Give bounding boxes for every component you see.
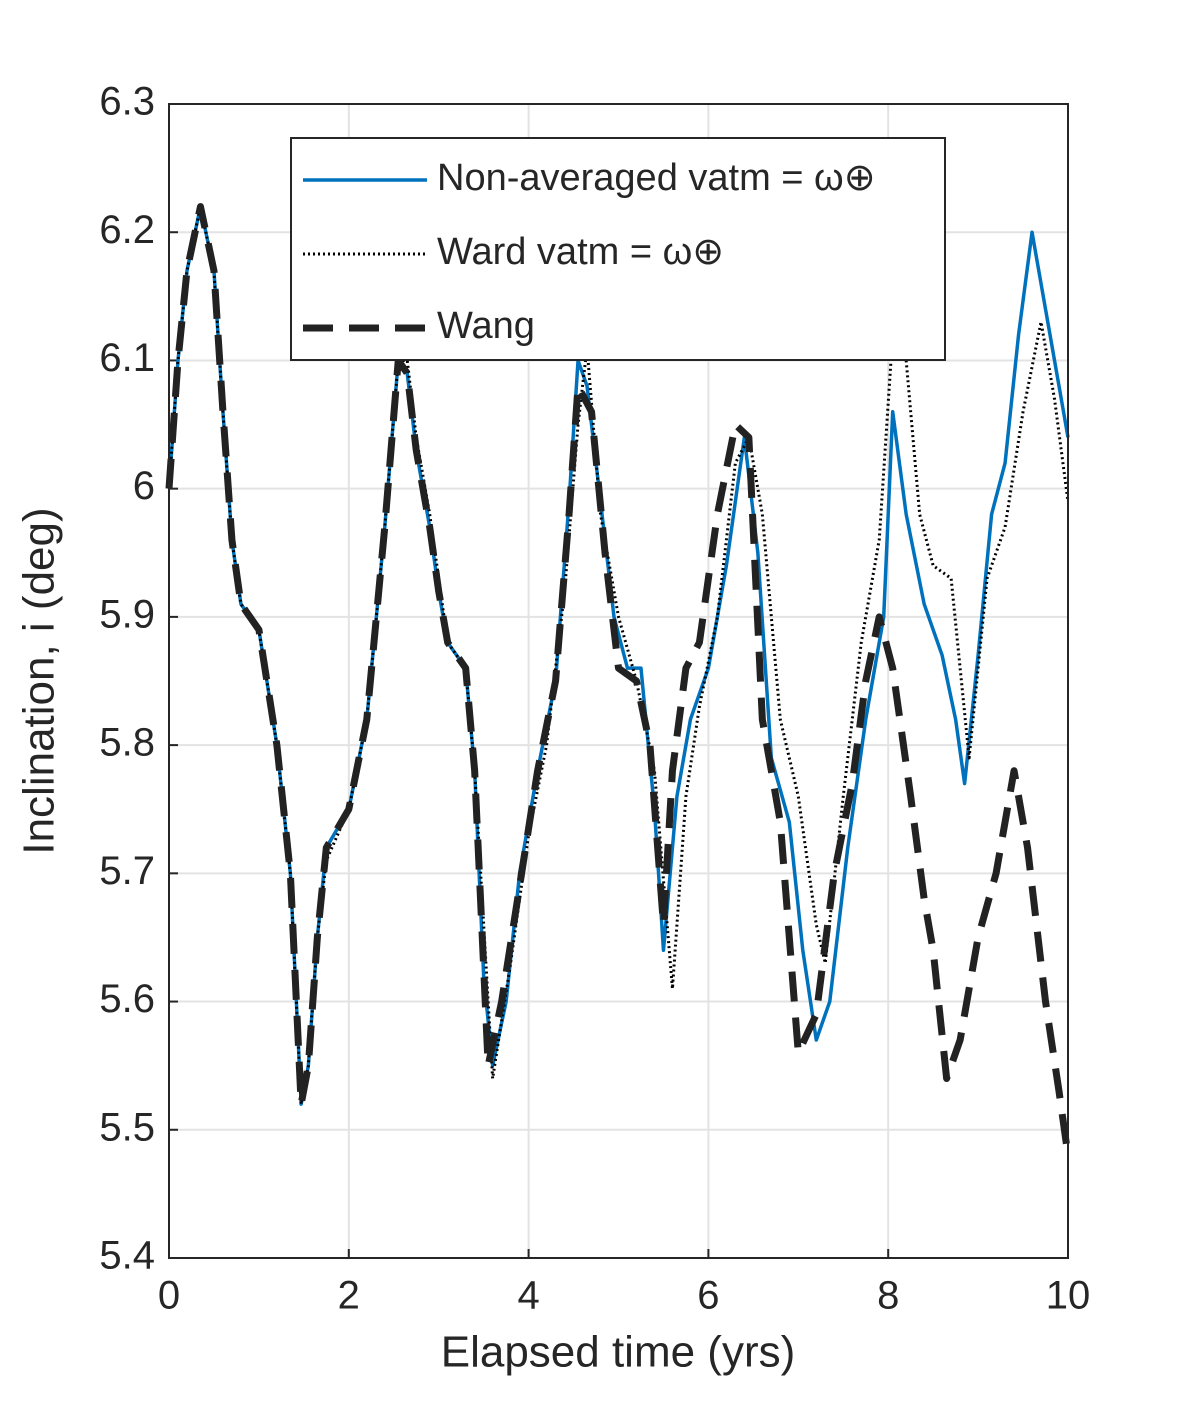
- y-tick-label: 5.8: [99, 721, 155, 765]
- legend-label: Ward vatm = ω⊕: [437, 231, 724, 273]
- y-tick-label: 5.6: [99, 977, 155, 1021]
- y-tick-label: 6.2: [99, 208, 155, 252]
- y-tick-label: 5.5: [99, 1105, 155, 1149]
- y-tick-label: 5.9: [99, 592, 155, 636]
- x-tick-label: 4: [517, 1274, 539, 1318]
- y-axis-label: Inclination, i (deg): [15, 507, 64, 854]
- x-tick-label: 6: [697, 1274, 719, 1318]
- legend-label: Non-averaged vatm = ω⊕: [437, 157, 876, 199]
- y-tick-label: 5.7: [99, 849, 155, 893]
- x-tick-label: 10: [1046, 1274, 1091, 1318]
- x-tick-label: 2: [338, 1274, 360, 1318]
- x-axis-label: Elapsed time (yrs): [441, 1328, 796, 1377]
- legend-box: [290, 137, 946, 361]
- legend-label: Wang: [437, 305, 535, 347]
- series-line: [165, 203, 1072, 1156]
- y-tick-label: 6.1: [99, 336, 155, 380]
- y-tick-label: 6: [133, 464, 155, 508]
- y-tick-label: 6.3: [99, 80, 155, 124]
- plot-frame: [168, 103, 1069, 1259]
- x-tick-label: 0: [158, 1274, 180, 1318]
- y-tick-label: 5.4: [99, 1234, 155, 1278]
- x-tick-label: 8: [877, 1274, 899, 1318]
